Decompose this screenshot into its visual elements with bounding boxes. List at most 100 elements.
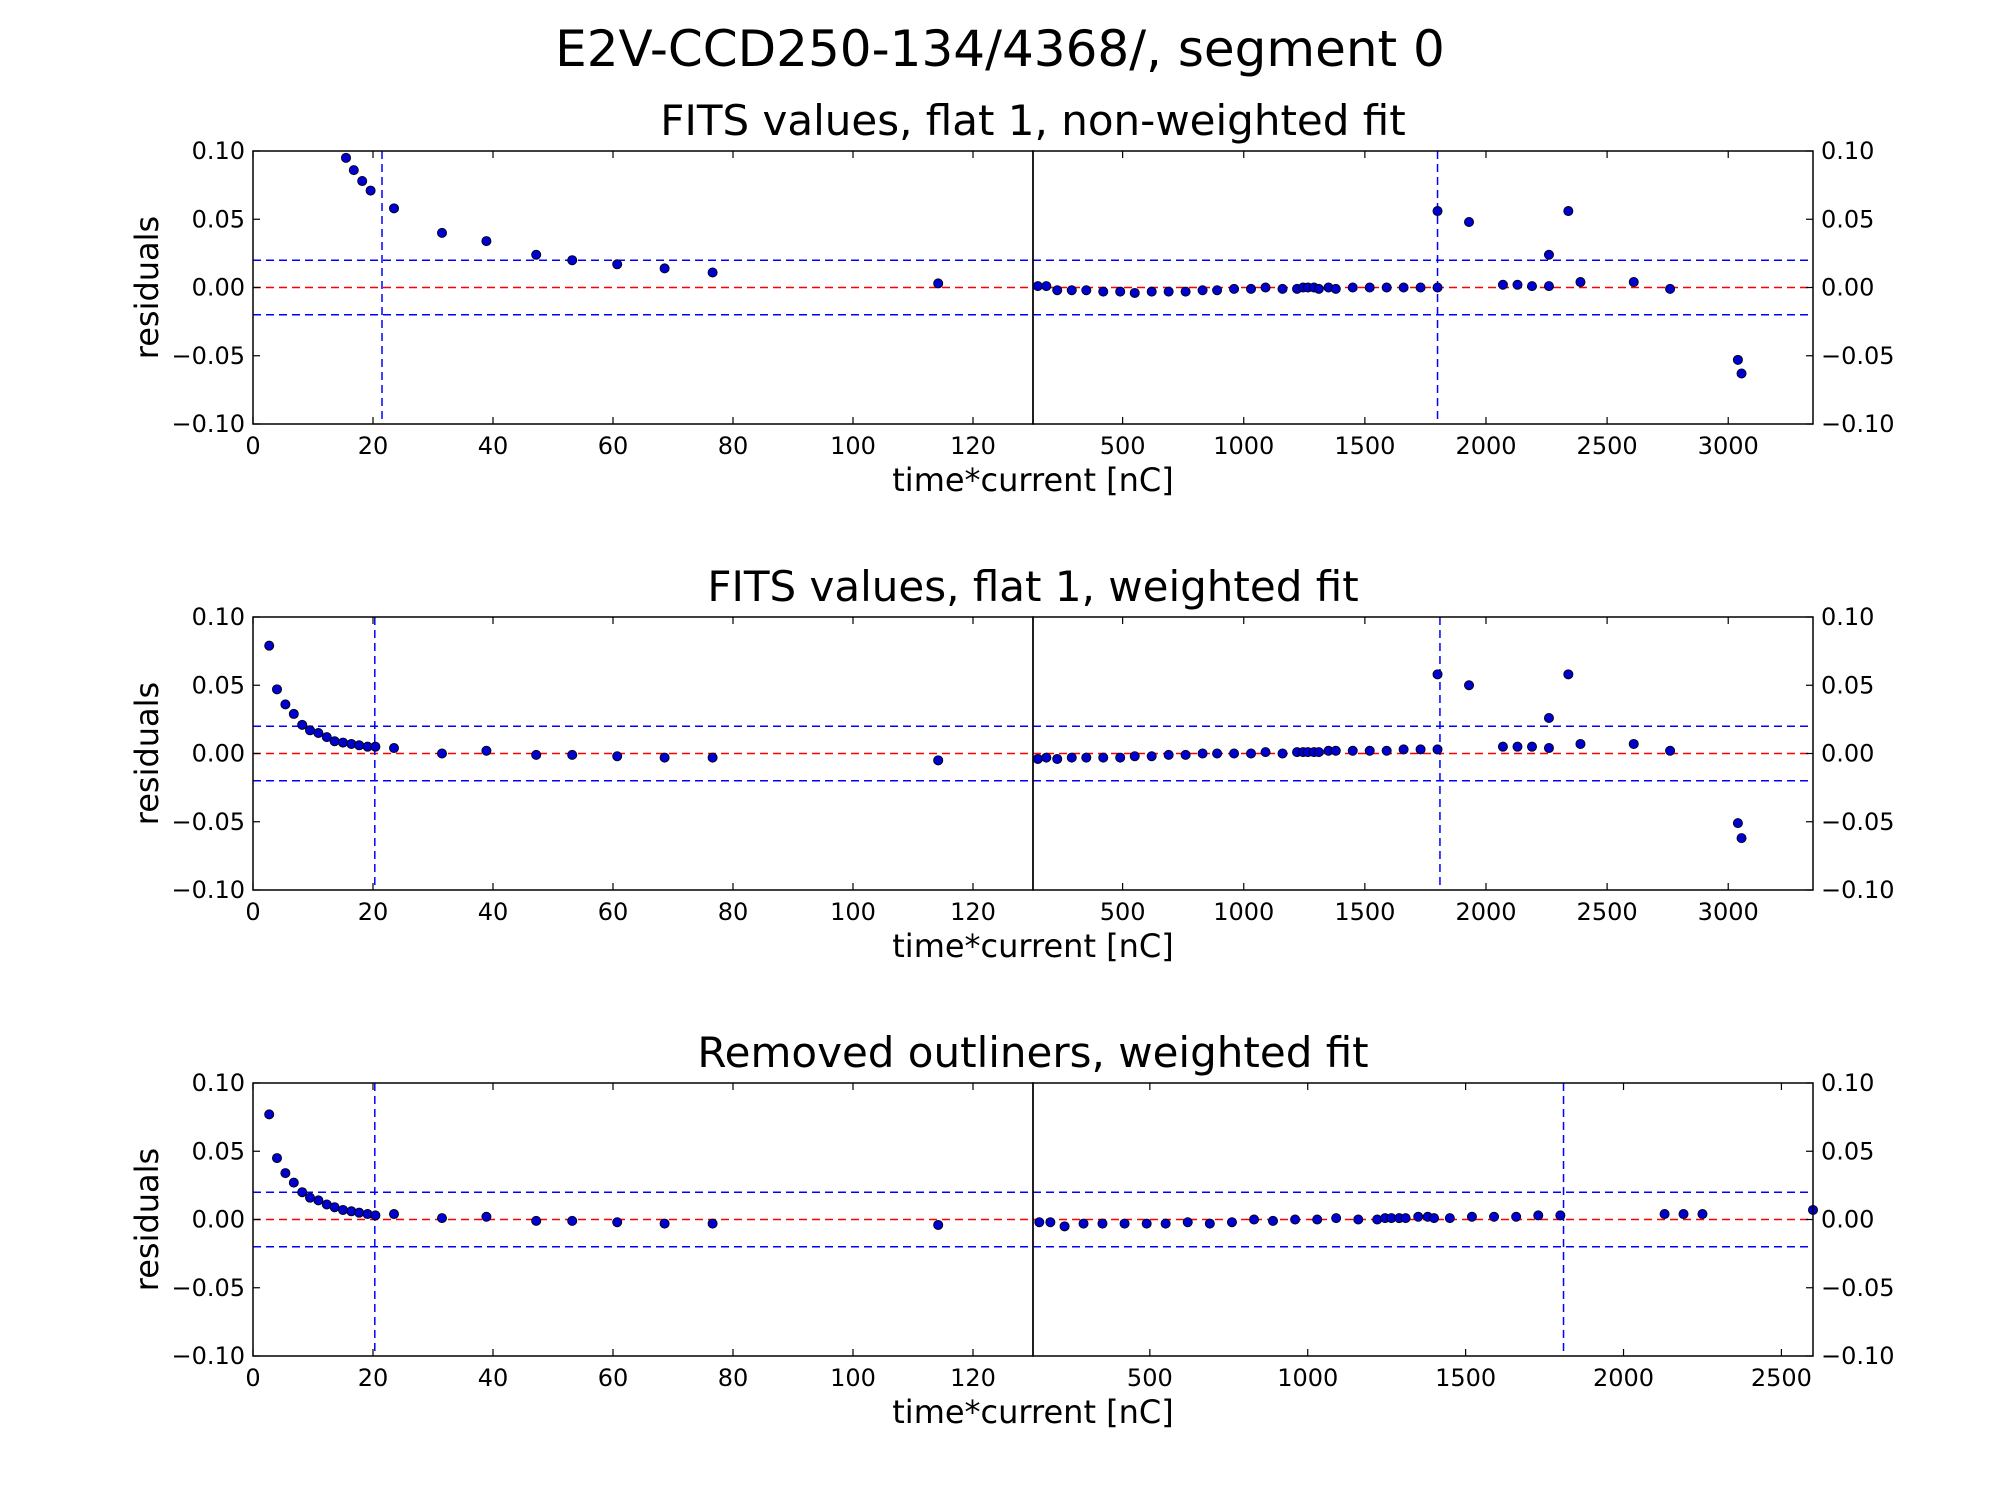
data-point xyxy=(370,1210,381,1221)
data-point xyxy=(1180,286,1191,297)
data-point xyxy=(1204,1218,1215,1229)
x-tick-label: 120 xyxy=(950,898,996,926)
data-point xyxy=(1146,751,1157,762)
data-point xyxy=(1659,1209,1670,1220)
data-point xyxy=(1429,1213,1440,1224)
y-tick-label-right: 0.00 xyxy=(1821,1206,1874,1234)
x-tick-label: 1500 xyxy=(1334,898,1395,926)
data-point xyxy=(1497,279,1508,290)
data-point xyxy=(357,176,368,187)
data-point xyxy=(1736,833,1747,844)
data-point xyxy=(1415,744,1426,755)
x-tick-label: 1000 xyxy=(1213,432,1274,460)
x-tick-label: 120 xyxy=(950,432,996,460)
y-tick-label-left: 0.10 xyxy=(192,137,245,165)
data-point xyxy=(1041,752,1052,763)
data-point xyxy=(1563,206,1574,217)
data-point xyxy=(1575,277,1586,288)
data-point xyxy=(365,185,376,196)
subplot-title: Removed outliners, weighted fit xyxy=(697,1028,1368,1077)
data-point xyxy=(370,741,381,752)
x-tick-label: 2500 xyxy=(1751,1364,1812,1392)
data-point xyxy=(1432,669,1443,680)
data-point xyxy=(436,1213,447,1224)
right-panel: 500 1000 1500 2000 2500 3000 xyxy=(1032,151,1813,460)
y-tick-label-right: 0.05 xyxy=(1821,671,1874,699)
data-point xyxy=(1543,743,1554,754)
data-point xyxy=(1212,748,1223,759)
data-point xyxy=(1078,1218,1089,1229)
data-point xyxy=(1511,1211,1522,1222)
data-point xyxy=(288,708,299,719)
subplot-1: 0 20 40 60 80 100 120 500 1000 1500 2000 2500 3000 −0… xyxy=(128,96,1895,499)
x-tick-label: 1500 xyxy=(1334,432,1395,460)
right-panel: 500 1000 1500 2000 2500 3000 xyxy=(1032,617,1813,926)
y-tick-label-right: −0.10 xyxy=(1821,1342,1895,1370)
data-point xyxy=(1115,286,1126,297)
data-point xyxy=(1313,747,1324,758)
data-point xyxy=(304,725,315,736)
data-point xyxy=(1347,282,1358,293)
data-point xyxy=(388,203,399,214)
data-point xyxy=(1330,283,1341,294)
data-point xyxy=(531,1215,542,1226)
y-tick-label-left: 0.10 xyxy=(192,603,245,631)
data-point xyxy=(1347,745,1358,756)
y-tick-label-right: 0.00 xyxy=(1821,274,1874,302)
data-point xyxy=(1464,680,1475,691)
data-point xyxy=(481,745,492,756)
data-point xyxy=(321,732,332,743)
data-point xyxy=(280,1168,291,1179)
data-point xyxy=(567,749,578,760)
data-point xyxy=(1277,283,1288,294)
data-point xyxy=(1268,1215,1279,1226)
x-tick-label: 1000 xyxy=(1277,1364,1338,1392)
left-panel: 0 20 40 60 80 100 120 xyxy=(245,151,1033,460)
data-point xyxy=(1129,751,1140,762)
subplot-2: 0 20 40 60 80 100 120 500 1000 1500 2000 2500 3000 −0… xyxy=(128,562,1895,965)
data-point xyxy=(1697,1209,1708,1220)
y-tick-label-right: 0.05 xyxy=(1821,1137,1874,1165)
data-point xyxy=(280,699,291,710)
data-point xyxy=(1398,282,1409,293)
data-point xyxy=(1229,748,1240,759)
data-point xyxy=(1415,282,1426,293)
data-point xyxy=(1097,1218,1108,1229)
data-point xyxy=(1182,1217,1193,1228)
data-point xyxy=(1364,745,1375,756)
data-point xyxy=(1226,1217,1237,1228)
y-tick-label-left: −0.05 xyxy=(171,1274,245,1302)
data-point xyxy=(1432,282,1443,293)
x-axis-label: time*current [nC] xyxy=(892,927,1174,965)
data-point xyxy=(313,1195,324,1206)
y-tick-label-left: 0.00 xyxy=(192,274,245,302)
x-axis-label: time*current [nC] xyxy=(892,461,1174,499)
data-point xyxy=(659,263,670,274)
figure-suptitle: E2V-CCD250-134/4368/, segment 0 xyxy=(555,20,1445,78)
left-panel: 0 20 40 60 80 100 120 xyxy=(245,1083,1033,1392)
y-tick-label-left: 0.05 xyxy=(192,671,245,699)
x-tick-label: 500 xyxy=(1127,1364,1173,1392)
data-point xyxy=(1563,669,1574,680)
data-point xyxy=(1575,738,1586,749)
data-point xyxy=(1533,1210,1544,1221)
data-point xyxy=(304,1192,315,1203)
data-point xyxy=(313,728,324,739)
data-point xyxy=(1098,286,1109,297)
data-point xyxy=(1277,748,1288,759)
data-point xyxy=(348,165,359,176)
x-tick-label: 0 xyxy=(245,898,260,926)
x-tick-label: 2000 xyxy=(1455,898,1516,926)
x-tick-label: 100 xyxy=(830,432,876,460)
y-axis-label: residuals xyxy=(128,1148,166,1291)
data-point xyxy=(1381,282,1392,293)
data-point xyxy=(1041,281,1052,292)
data-point xyxy=(1119,1218,1130,1229)
y-tick-label-right: 0.10 xyxy=(1821,603,1874,631)
x-tick-label: 60 xyxy=(598,1364,629,1392)
subplot-title: FITS values, flat 1, non-weighted fit xyxy=(660,96,1405,145)
data-point xyxy=(1249,1214,1260,1225)
x-tick-label: 80 xyxy=(718,432,749,460)
x-tick-label: 100 xyxy=(830,1364,876,1392)
data-point xyxy=(1290,1214,1301,1225)
